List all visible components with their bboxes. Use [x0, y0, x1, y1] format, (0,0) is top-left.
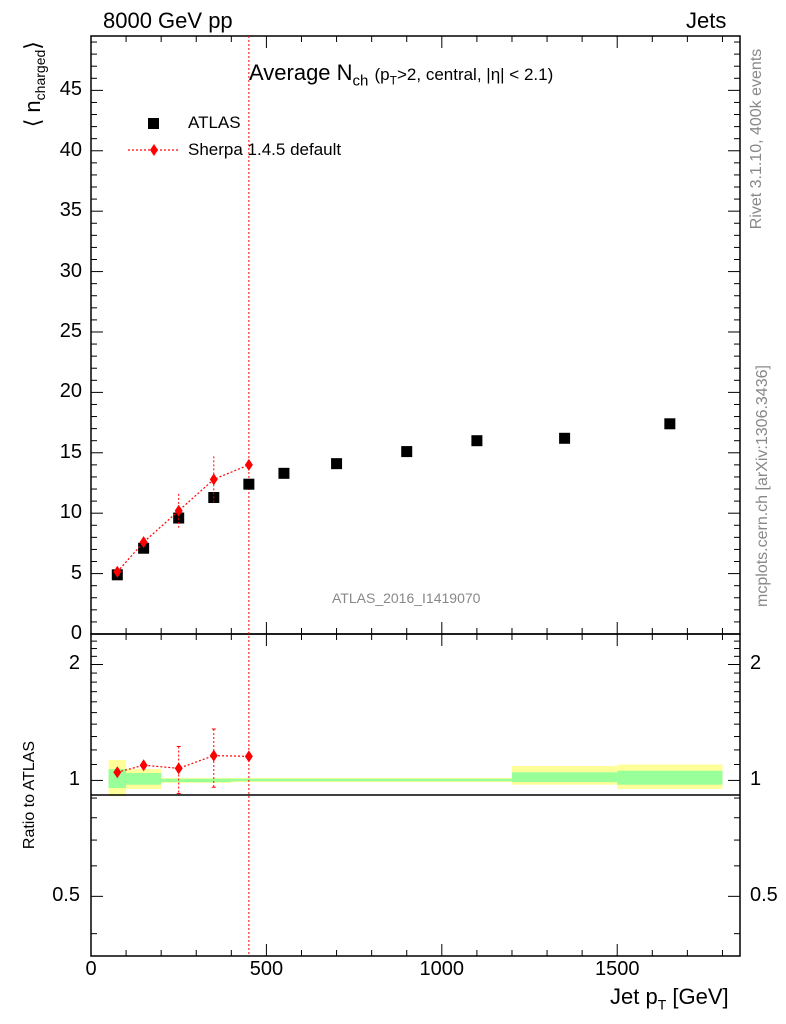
ratio-band-inner: [161, 778, 232, 783]
header-right: Jets: [686, 8, 727, 33]
ratio-band-inner: [231, 778, 512, 782]
legend-mc-marker: [150, 144, 158, 156]
atlas-data-point: [401, 446, 413, 458]
mcplots-info: mcplots.cern.ch [arXiv:1306.3436]: [754, 365, 771, 607]
atlas-data-point: [331, 458, 343, 470]
x-axis-label: Jet pT [GeV]: [610, 984, 729, 1013]
y-axis-label: ⟨ ncharged⟩: [19, 41, 49, 128]
ratio-y-tick-label-right: 0.5: [750, 884, 778, 907]
y-tick-label: 40: [59, 138, 82, 161]
x-tick-label: 1500: [594, 958, 640, 980]
header-left: 8000 GeV pp: [103, 8, 233, 33]
ratio-band-inner: [108, 769, 127, 789]
mc-ratio-point: [139, 759, 148, 772]
ratio-y-tick-label-right: 1: [750, 768, 762, 791]
ratio-y-tick-label: 2: [68, 652, 80, 675]
mc-ratio-point: [113, 766, 122, 779]
atlas-data-point: [138, 542, 150, 554]
mc-ratio-point: [174, 762, 183, 775]
legend-mc-label: Sherpa 1.4.5 default: [188, 140, 342, 159]
legend-markers: [128, 118, 180, 156]
legend-data-label: ATLAS: [188, 113, 241, 132]
x-tick-label: 0: [85, 958, 97, 980]
y-tick-label: 15: [59, 440, 82, 463]
atlas-data-point: [471, 435, 483, 447]
plot-title: Average Nch (pT>2, central, |η| < 2.1): [249, 60, 553, 89]
x-tick-label: 500: [249, 958, 284, 980]
ratio-band-inner: [126, 773, 162, 785]
mc-ratio-point: [244, 750, 253, 763]
ratio-band-inner: [617, 770, 723, 785]
atlas-data-point: [559, 432, 571, 444]
ratio-y-tick-label: 0.5: [52, 884, 80, 907]
ratio-band-inner: [511, 772, 618, 783]
y-tick-label: 25: [59, 319, 82, 342]
ratio-uncertainty-bands: [108, 759, 723, 797]
atlas-data-point: [243, 478, 255, 490]
y-tick-label: 30: [59, 259, 82, 282]
y-tick-label: 0: [70, 622, 82, 644]
y-tick-label: 5: [70, 561, 82, 584]
legend-data-marker: [148, 118, 159, 129]
mc-data-point: [113, 565, 122, 578]
title-paren: (pT>2, central, |η| < 2.1): [374, 65, 554, 88]
mc-ratio-point: [209, 749, 218, 762]
y-tick-label: 20: [59, 380, 82, 403]
analysis-id: ATLAS_2016_I1419070: [332, 590, 481, 606]
atlas-data-point: [664, 418, 676, 430]
y-tick-label: 10: [59, 501, 82, 524]
mc-data-point: [244, 458, 253, 471]
title-sub: ch: [352, 72, 369, 90]
x-tick-label: 1000: [419, 958, 465, 980]
y-tick-label: 45: [59, 78, 82, 101]
atlas-data-point: [278, 467, 290, 479]
mc-data-point: [174, 504, 183, 517]
rivet-info: Rivet 3.1.10, 400k events: [748, 48, 765, 230]
ratio-y-tick-label: 1: [68, 768, 80, 791]
axis-ticks: [90, 36, 740, 956]
title-main: Average N: [249, 60, 353, 85]
ratio-y-axis-label: Ratio to ATLAS: [21, 740, 38, 850]
mc-data-point: [139, 536, 148, 549]
y-tick-label: 35: [59, 199, 82, 222]
mc-data-point: [209, 473, 218, 486]
ratio-y-tick-label-right: 2: [750, 652, 762, 675]
data-marks: [111, 36, 676, 956]
